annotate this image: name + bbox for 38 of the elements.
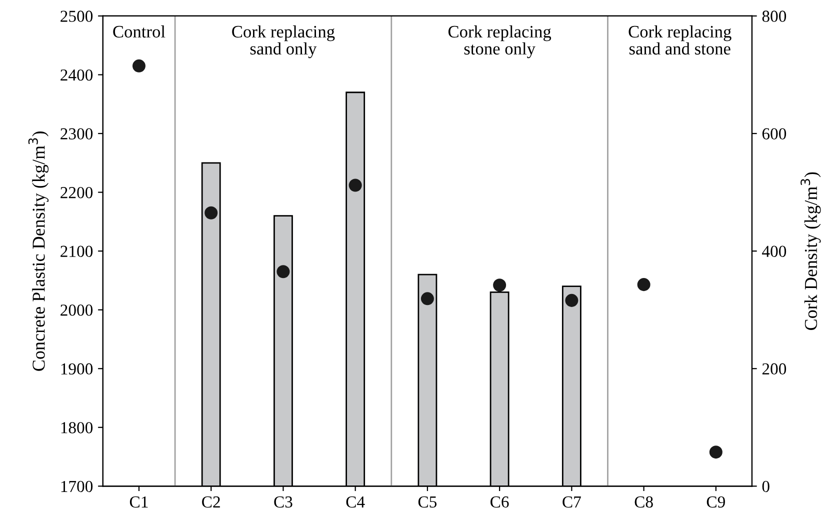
y2-tick-label: 0 (762, 480, 770, 492)
point (709, 446, 722, 459)
y-tick-label: 1900 (61, 363, 93, 375)
point (348, 178, 362, 192)
annotation: Control (113, 25, 166, 38)
x-tick-label: C2 (202, 496, 220, 508)
y2-tick-label: 600 (762, 128, 786, 140)
x-tick-label: C9 (706, 496, 725, 508)
annotation: Cork replacing sand and stone (628, 25, 732, 55)
x-tick-label: C1 (130, 496, 148, 508)
y-tick-label: 1800 (61, 422, 93, 434)
point (565, 294, 578, 307)
y2-axis-title: Cork Density (kg/m$^{3}$) (800, 172, 821, 330)
x-tick-label: C5 (418, 496, 437, 508)
point (493, 278, 506, 292)
x-tick-label: C3 (274, 496, 292, 508)
y2-tick-label: 800 (762, 10, 786, 22)
annotation: Cork replacing sand only (232, 25, 335, 58)
y-tick-label: 2000 (60, 304, 93, 316)
annotation: Cork replacing stone only (448, 25, 552, 58)
y-axis-title: Concrete Plastic Density (kg/m$^{3}$) (28, 132, 49, 371)
y-tick-label: 2400 (60, 69, 93, 81)
point (637, 278, 650, 292)
point (276, 265, 290, 278)
y-tick-label: 2500 (60, 10, 93, 22)
x-tick-label: C8 (634, 496, 653, 508)
y-tick-label: 2300 (60, 128, 93, 140)
y2-tick-label: 200 (762, 363, 786, 375)
point (420, 292, 434, 306)
y2-tick-label: 400 (762, 246, 786, 258)
y-tick-label: 2100 (60, 246, 93, 258)
point (132, 59, 146, 72)
y-tick-label: 2200 (60, 186, 93, 198)
y-tick-label: 1700 (61, 480, 93, 492)
x-tick-label: C6 (490, 496, 509, 508)
point (204, 206, 218, 220)
x-tick-label: C4 (346, 496, 365, 508)
x-tick-label: C7 (562, 496, 581, 508)
